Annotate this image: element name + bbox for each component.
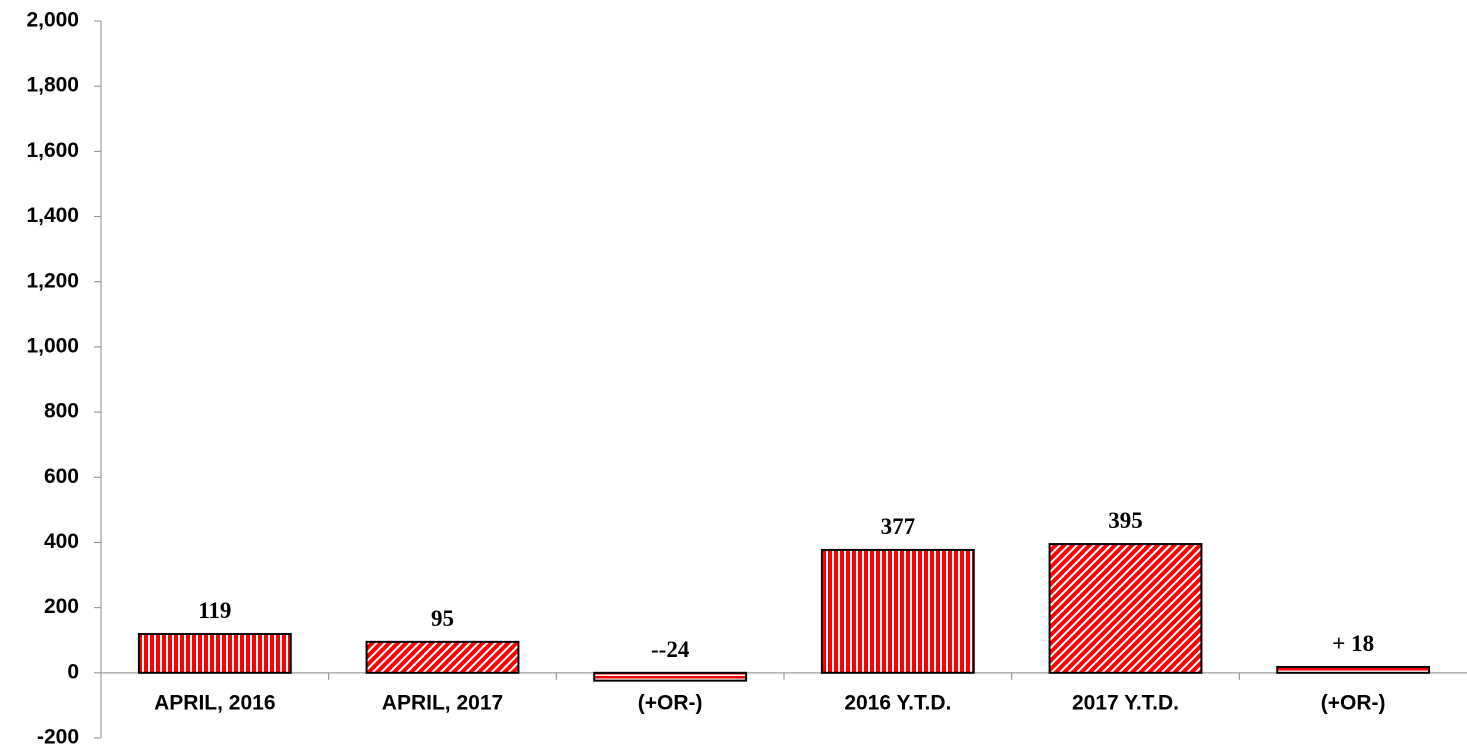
y-tick-label: 0: [67, 660, 79, 683]
y-tick-label: 1,000: [26, 334, 79, 357]
y-tick-label: -200: [37, 726, 79, 749]
bar: [593, 671, 748, 682]
y-tick-label: 600: [44, 465, 79, 488]
y-tick-label: 2,000: [26, 9, 79, 32]
y-tick-label: 1,800: [26, 74, 79, 97]
x-tick-label: 2017 Y.T.D.: [1072, 691, 1179, 714]
bar: [137, 633, 292, 674]
y-tick-label: 1,400: [26, 204, 79, 227]
x-tick-label: (+OR-): [1321, 691, 1386, 714]
y-tick-label: 1,200: [26, 269, 79, 292]
bar: [365, 640, 520, 674]
y-tick-label: 1,600: [26, 139, 79, 162]
x-tick-label: (+OR-): [638, 691, 703, 714]
value-label: 377: [881, 514, 916, 539]
x-tick-label: 2016 Y.T.D.: [844, 691, 951, 714]
bar: [820, 548, 975, 674]
bar: [1276, 665, 1431, 674]
value-label: --24: [651, 637, 690, 662]
value-label: 95: [431, 606, 454, 631]
y-tick-label: 200: [44, 595, 79, 618]
x-tick-label: APRIL, 2017: [382, 691, 503, 714]
y-tick-label: 400: [44, 530, 79, 553]
value-label: + 18: [1332, 631, 1374, 656]
y-tick-label: 800: [44, 400, 79, 423]
value-label: 395: [1108, 508, 1143, 533]
value-label: 119: [198, 598, 231, 623]
x-tick-label: APRIL, 2016: [154, 691, 275, 714]
bar: [1048, 543, 1203, 674]
